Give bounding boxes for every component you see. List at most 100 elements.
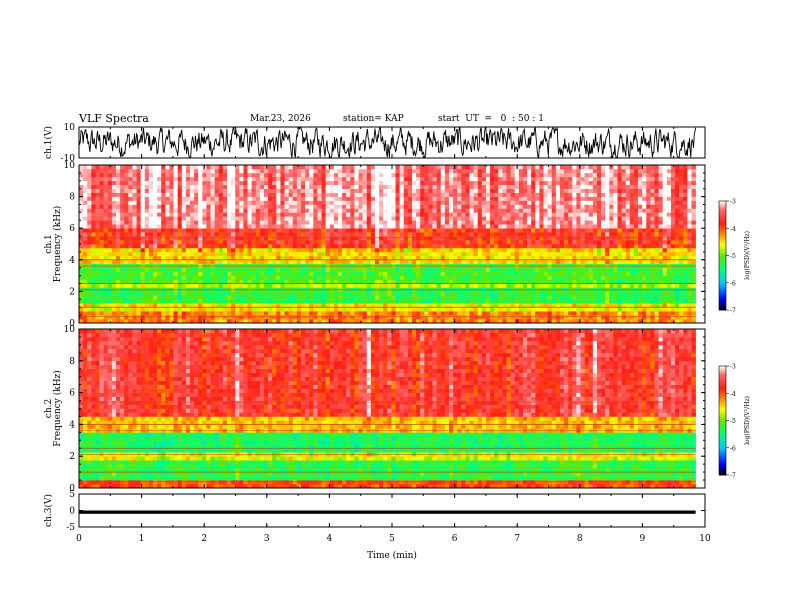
ch1-spectrogram-cell: [572, 204, 577, 209]
ch1-spectrogram-cell: [222, 283, 228, 288]
ch1-spectrogram-cell: [436, 200, 442, 205]
ch1-spectrogram-cell: [547, 255, 553, 261]
ch1-spectrogram-cell: [132, 315, 137, 320]
ch1-spectrogram-cell: [152, 224, 158, 229]
ch1-spectrogram-cell: [485, 283, 491, 288]
ch1-spectrogram-cell: [321, 279, 326, 284]
ch1-spectrogram-cell: [206, 240, 211, 245]
ch1-spectrogram-cell: [498, 307, 503, 312]
ch1-spectrogram-cell: [642, 259, 647, 265]
ch1-spectrogram-cell: [337, 267, 343, 272]
ch1-spectrogram-cell: [601, 208, 606, 213]
ch1-spectrogram-cell: [231, 196, 236, 201]
ch1-spectrogram-cell: [617, 204, 622, 209]
ch1-spectrogram-cell: [387, 267, 392, 272]
ch1-spectrogram-cell: [675, 291, 680, 296]
ch1-spectrogram-cell: [268, 251, 273, 257]
ch1-spectrogram-cell: [387, 247, 392, 253]
ch1-spectrogram-cell: [691, 303, 696, 308]
ch1-spectrogram-cell: [370, 228, 376, 233]
ch1-spectrogram-cell: [239, 232, 244, 237]
ch1-spectrogram-cell: [91, 212, 96, 217]
ch1-spectrogram-cell: [181, 220, 187, 225]
ch1-spectrogram-cell: [448, 240, 454, 245]
ch1-spectrogram-cell: [91, 216, 96, 221]
ch1-spectrogram-cell: [605, 232, 610, 237]
ch1-spectrogram-cell: [654, 220, 659, 225]
ch1-spectrogram-cell: [346, 251, 351, 257]
ch1-spectrogram-cell: [284, 275, 289, 280]
ch1-spectrogram-cell: [469, 255, 474, 261]
ch1-spectrogram-cell: [116, 271, 121, 276]
ch1-spectrogram-cell: [621, 236, 627, 241]
ch1-spectrogram-cell: [169, 283, 174, 288]
ch1-spectrogram-cell: [687, 267, 692, 272]
ch1-spectrogram-cell: [551, 319, 557, 324]
ch1-spectrogram-cell: [395, 204, 400, 209]
ch1-spectrogram-cell: [535, 259, 540, 265]
ch1-spectrogram-cell: [494, 204, 499, 209]
ch1-spectrogram-cell: [428, 232, 433, 237]
ch1-spectrogram-cell: [399, 228, 405, 233]
ch1-spectrogram-cell: [259, 315, 265, 320]
ch1-spectrogram-cell: [140, 204, 146, 209]
ch1-spectrogram-cell: [666, 283, 672, 288]
ch1-spectrogram-cell: [165, 204, 170, 209]
ch1-spectrogram-cell: [300, 279, 306, 284]
ch1-spectrogram-cell: [601, 275, 606, 280]
ch1-spectrogram-cell: [152, 255, 158, 261]
ch1-spectrogram-cell: [551, 255, 557, 261]
ch1-spectrogram-cell: [638, 232, 643, 237]
ch1-spectrogram-cell: [654, 311, 659, 316]
ch1-spectrogram-cell: [658, 204, 664, 209]
ch1-spectrogram-cell: [601, 307, 606, 312]
ch1-spectrogram-cell: [522, 319, 528, 324]
ch1-spectrogram-cell: [448, 244, 454, 249]
ch1-spectrogram-cell: [165, 259, 170, 265]
ch1-spectrogram-cell: [157, 303, 162, 308]
ch1-spectrogram-cell: [531, 275, 536, 280]
ch1-spectrogram-cell: [111, 204, 117, 209]
ch1-spectrogram-cell: [296, 232, 302, 237]
ch1-spectrogram-cell: [120, 196, 125, 201]
ch1-spectrogram-cell: [535, 315, 540, 320]
ch1-spectrogram-cell: [111, 299, 117, 304]
ch1-spectrogram-cell: [379, 279, 384, 284]
ch1-spectrogram-cell: [683, 251, 688, 257]
ch1-spectrogram-cell: [572, 220, 577, 225]
ch1-spectrogram-cell: [514, 208, 520, 213]
ch1-spectrogram-cell: [342, 216, 347, 221]
ch1-spectrogram-cell: [613, 299, 618, 304]
ch1-spectrogram-cell: [366, 275, 372, 280]
ch1-spectrogram-cell: [255, 240, 261, 245]
ch1-spectrogram-cell: [568, 204, 573, 209]
ch1-spectrogram-cell: [444, 244, 450, 249]
ch1-spectrogram-cell: [642, 295, 647, 300]
ch1-spectrogram-cell: [379, 204, 384, 209]
ch1-spectrogram-cell: [280, 267, 285, 272]
ch1-spectrogram-cell: [370, 279, 376, 284]
ch1-spectrogram-cell: [325, 279, 331, 284]
ch1-spectrogram-cell: [522, 220, 528, 225]
ch1-spectrogram-cell: [440, 220, 446, 225]
ch1-spectrogram-cell: [518, 311, 524, 316]
ch1-spectrogram-cell: [440, 295, 446, 300]
ch1-spectrogram-cell: [268, 275, 273, 280]
ch1-spectrogram-cell: [457, 307, 462, 312]
ch1-spectrogram-cell: [559, 192, 565, 197]
ch1-spectrogram-cell: [465, 307, 470, 312]
ch1-spectrogram-cell: [453, 259, 458, 265]
ch1-spectrogram-cell: [120, 271, 125, 276]
ch1-spectrogram-cell: [333, 271, 339, 276]
ch1-spectrogram-cell: [210, 196, 215, 201]
ch1-spectrogram-cell: [296, 208, 302, 213]
ch1-spectrogram-cell: [321, 319, 326, 324]
ch1-spectrogram-cell: [214, 259, 220, 265]
ch1-spectrogram-cell: [239, 267, 244, 272]
ch1-spectrogram-cell: [263, 251, 269, 257]
ch1-spectrogram-cell: [531, 291, 536, 296]
ch1-spectrogram-cell: [247, 204, 252, 209]
ch1-spectrogram-cell: [255, 216, 261, 221]
ch1-spectrogram-cell: [440, 192, 446, 197]
ch1-spectrogram-cell: [448, 251, 454, 257]
